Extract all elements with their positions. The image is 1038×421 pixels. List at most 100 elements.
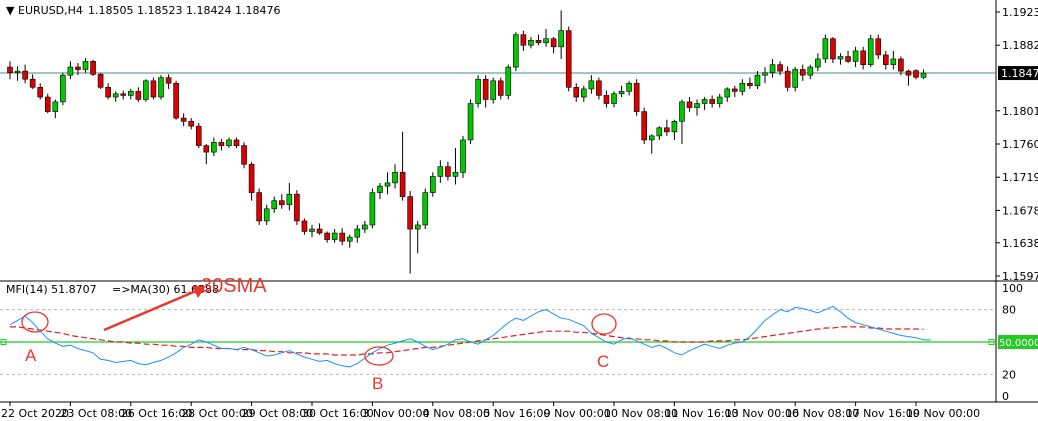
bear-candle-body (294, 193, 300, 222)
bear-candle-body (905, 70, 912, 76)
bull-candle-body (392, 172, 398, 184)
bull-candle-body (648, 135, 655, 141)
sma-callout-text: 30SMA (201, 275, 267, 297)
indicator-axis: 100 80 20 0 (0, 282, 1023, 403)
label-a: A (25, 346, 37, 365)
bull-candle-body (867, 38, 874, 65)
bull-candle-body (543, 38, 549, 44)
bear-candle-body (256, 192, 262, 222)
bear-candle-body (218, 142, 225, 146)
bear-candle-body (135, 91, 142, 100)
time-tick-label: 13 Nov 00:00 (725, 407, 799, 420)
bear-candle-body (573, 87, 580, 98)
mfi-label: MFI(14) 51.8707 (6, 283, 97, 296)
bear-candle-body (22, 70, 28, 80)
bear-candle-body (241, 145, 247, 165)
header-dropdown-icon[interactable]: ▼ (6, 4, 15, 17)
bear-candle-body (709, 99, 715, 104)
bear-candle-body (339, 232, 346, 242)
bear-candle-body (75, 66, 81, 70)
bull-candle-body (429, 176, 436, 193)
bear-candle-body (641, 111, 648, 141)
level-tag-text: 50.0000 (999, 338, 1038, 349)
bear-candle-body (482, 78, 489, 100)
candlestick-series (7, 10, 927, 274)
bear-candle-body (399, 172, 406, 197)
bear-candle-body (120, 93, 127, 96)
bull-candle-body (414, 224, 421, 230)
bull-candle-body (14, 70, 21, 74)
bull-candle-body (815, 58, 821, 68)
bull-candle-body (671, 121, 678, 133)
time-tick-label: 11 Nov 16:00 (664, 407, 738, 420)
indicator-tick-label: 80 (1002, 304, 1016, 317)
price-tick-label: 1.17190 (1002, 171, 1038, 184)
price-tick-label: 1.16780 (1002, 204, 1038, 217)
bear-candle-body (664, 127, 670, 133)
bull-candle-body (211, 142, 217, 153)
circle-b (364, 346, 394, 366)
bear-candle-body (407, 196, 413, 230)
bear-candle-body (497, 80, 504, 96)
label-b: B (372, 374, 383, 393)
circle-a (21, 311, 49, 333)
bull-candle-body (467, 103, 474, 141)
bear-candle-body (301, 220, 308, 232)
bull-candle-body (528, 40, 534, 46)
bull-candle-body (422, 192, 429, 226)
bull-candle-body (475, 78, 481, 104)
bull-candle-body (626, 82, 632, 92)
sma-arrow-head (192, 286, 206, 298)
time-tick-label: 10 Nov 08:00 (604, 407, 678, 420)
bear-candle-body (686, 101, 693, 108)
bull-candle-body (716, 96, 723, 104)
bull-candle-body (452, 172, 459, 177)
time-tick-label: 28 Oct 00:00 (181, 407, 253, 420)
time-tick-label: 5 Nov 16:00 (483, 407, 550, 420)
bear-candle-body (150, 80, 157, 98)
bull-candle-body (226, 139, 232, 146)
mfi-ma30-line (10, 326, 924, 356)
bear-candle-body (180, 117, 187, 122)
time-tick-label: 22 Oct 2020 (1, 407, 69, 420)
bull-candle-body (739, 82, 746, 92)
bear-candle-body (105, 87, 111, 98)
bear-candle-body (731, 88, 738, 92)
bear-candle-body (777, 64, 783, 72)
bear-candle-body (603, 95, 610, 104)
price-tick-label: 1.17600 (1002, 138, 1038, 151)
bear-candle-body (882, 54, 889, 65)
bear-candle-body (860, 50, 866, 65)
bear-candle-body (913, 70, 919, 78)
bull-candle-body (580, 88, 587, 98)
bull-candle-body (807, 66, 814, 76)
indicator-tick-label: 0 (1002, 390, 1009, 403)
circle-c (591, 313, 617, 335)
bull-candle-body (490, 80, 497, 100)
bear-candle-body (875, 38, 882, 56)
annotations: 30SMA A B C (21, 275, 617, 393)
bull-candle-body (837, 56, 844, 60)
current-price-tag-bg (998, 66, 1038, 81)
bull-candle-body (618, 91, 625, 95)
bull-candle-body (437, 166, 444, 177)
indicator-tick-label: 20 (1002, 368, 1016, 381)
bull-candle-body (762, 72, 768, 76)
bull-candle-body (460, 139, 466, 173)
bear-candle-body (799, 69, 806, 76)
bull-candle-body (286, 193, 293, 206)
current-price-tag: 1.18476 (998, 66, 1038, 81)
bull-candle-body (754, 74, 761, 86)
price-plot-area[interactable]: 1.19230 1.18820 1.18010 1.17600 1.17190 1.167… (0, 0, 1038, 403)
indicator-plot-area[interactable]: 100 80 20 0 (0, 282, 1023, 403)
bull-candle-body (158, 77, 164, 98)
bear-candle-body (90, 61, 96, 75)
time-tick-label: 16 Nov 08:00 (785, 407, 859, 420)
bull-candle-body (271, 200, 278, 210)
bear-candle-body (29, 78, 36, 88)
bull-candle-body (60, 74, 66, 103)
bear-candle-body (97, 74, 104, 88)
bear-candle-body (633, 82, 640, 112)
